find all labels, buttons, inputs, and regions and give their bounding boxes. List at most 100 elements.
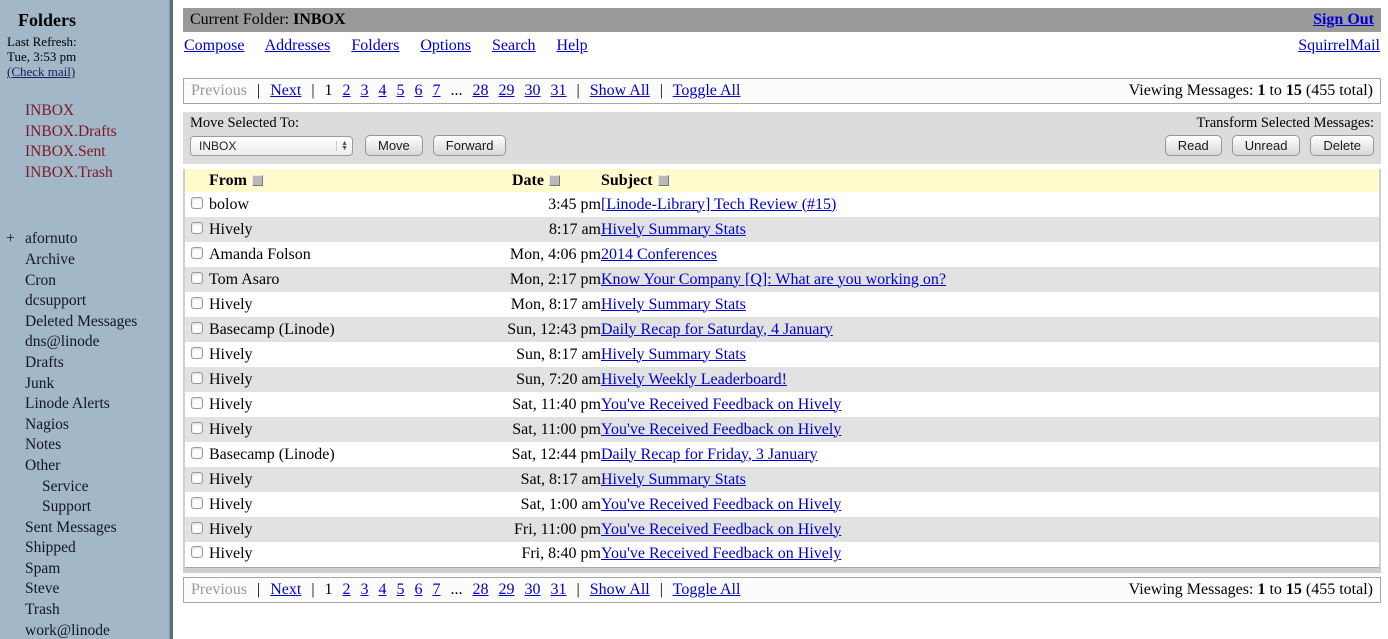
- pagination-segment[interactable]: 29: [498, 82, 515, 99]
- sidebar-folder-item[interactable]: Deleted Messages: [25, 312, 138, 330]
- row-checkbox[interactable]: [191, 221, 203, 234]
- row-checkbox[interactable]: [191, 471, 203, 484]
- message-subject-link[interactable]: You've Received Feedback on Hively: [601, 520, 842, 538]
- message-subject-link[interactable]: You've Received Feedback on Hively: [601, 420, 842, 438]
- pagination-segment[interactable]: 30: [524, 580, 541, 598]
- message-subject-link[interactable]: Daily Recap for Friday, 3 January: [601, 445, 818, 463]
- pagination-segment[interactable]: 31: [550, 580, 567, 598]
- row-checkbox[interactable]: [191, 196, 203, 209]
- sidebar-folder-item[interactable]: Archive: [25, 250, 75, 268]
- pagination-segment[interactable]: Show All: [589, 580, 650, 598]
- sidebar-folder-item[interactable]: Junk: [25, 374, 55, 392]
- forward-button[interactable]: Forward: [432, 135, 507, 156]
- row-checkbox[interactable]: [191, 521, 203, 534]
- sidebar-folder-item[interactable]: Linode Alerts: [25, 395, 110, 413]
- sort-subject-icon[interactable]: [657, 175, 669, 187]
- message-subject-link[interactable]: Hively Summary Stats: [601, 345, 746, 363]
- row-checkbox[interactable]: [191, 271, 203, 284]
- pagination-segment[interactable]: 4: [378, 580, 387, 598]
- sidebar-folder-item[interactable]: Cron: [25, 271, 56, 289]
- sidebar-folder-item[interactable]: INBOX: [25, 102, 75, 119]
- message-subject-link[interactable]: Hively Summary Stats: [601, 295, 746, 313]
- sidebar-folder-item[interactable]: Nagios: [25, 415, 69, 433]
- row-checkbox[interactable]: [191, 371, 203, 384]
- row-checkbox[interactable]: [191, 546, 203, 559]
- message-subject-link[interactable]: Hively Weekly Leaderboard!: [601, 370, 787, 388]
- sidebar-folder-item[interactable]: INBOX.Drafts: [25, 122, 117, 140]
- row-checkbox[interactable]: [191, 296, 203, 309]
- sidebar-folder-item[interactable]: Steve: [25, 580, 60, 598]
- read-button[interactable]: Read: [1164, 135, 1222, 156]
- pagination-segment[interactable]: 3: [360, 82, 369, 99]
- pagination-segment[interactable]: 2: [342, 580, 351, 598]
- nav-link[interactable]: Folders: [351, 37, 400, 54]
- pagination-segment[interactable]: 6: [414, 580, 423, 598]
- sidebar-folder-item[interactable]: dns@linode: [25, 333, 100, 351]
- message-subject-link[interactable]: Daily Recap for Saturday, 4 January: [601, 320, 833, 338]
- sidebar-folder-item[interactable]: Trash: [25, 601, 60, 619]
- pagination-segment[interactable]: 7: [432, 82, 441, 99]
- pagination-segment[interactable]: 2: [342, 82, 351, 99]
- frame-divider[interactable]: [170, 0, 173, 639]
- pagination-segment[interactable]: 31: [550, 82, 567, 99]
- sidebar-folder-item[interactable]: Service: [42, 477, 89, 495]
- sidebar-folder-item[interactable]: INBOX.Sent: [25, 143, 106, 161]
- sidebar-folder-item[interactable]: dcsupport: [25, 292, 87, 310]
- sidebar-folder-item[interactable]: Notes: [25, 436, 62, 454]
- row-checkbox[interactable]: [191, 246, 203, 259]
- row-checkbox[interactable]: [191, 346, 203, 359]
- move-button[interactable]: Move: [365, 135, 423, 156]
- sidebar-folder-item[interactable]: Shipped: [25, 539, 76, 557]
- pagination-segment[interactable]: 5: [396, 82, 405, 99]
- message-subject-link[interactable]: You've Received Feedback on Hively: [601, 395, 842, 413]
- pagination-segment[interactable]: Show All: [589, 82, 650, 99]
- nav-link[interactable]: Addresses: [264, 37, 331, 54]
- row-checkbox[interactable]: [191, 496, 203, 509]
- pagination-segment[interactable]: 28: [472, 580, 489, 598]
- sidebar-folder-item[interactable]: + afornuto: [0, 229, 169, 250]
- squirrelmail-link[interactable]: SquirrelMail: [1298, 37, 1380, 54]
- nav-link[interactable]: Search: [492, 37, 536, 54]
- sidebar-folder-item[interactable]: Spam: [25, 559, 61, 577]
- delete-button[interactable]: Delete: [1310, 135, 1374, 156]
- pagination-segment[interactable]: 6: [414, 82, 423, 99]
- pagination-segment[interactable]: 30: [524, 82, 541, 99]
- pagination-segment[interactable]: Toggle All: [672, 82, 741, 99]
- sidebar-folder-item[interactable]: Sent Messages: [25, 518, 117, 536]
- folder-select[interactable]: INBOX ▲ ▼: [190, 135, 353, 156]
- message-subject-link[interactable]: Know Your Company [Q]: What are you work…: [601, 270, 946, 288]
- message-subject-link[interactable]: 2014 Conferences: [601, 245, 717, 263]
- sort-date-icon[interactable]: [548, 175, 560, 187]
- sidebar-folder-item[interactable]: INBOX.Trash: [25, 163, 113, 181]
- pagination-segment[interactable]: 7: [432, 580, 441, 598]
- row-checkbox[interactable]: [191, 446, 203, 459]
- check-mail-link[interactable]: (Check mail): [7, 64, 76, 79]
- expand-plus-icon[interactable]: +: [6, 230, 15, 248]
- pagination-segment[interactable]: Toggle All: [672, 580, 741, 598]
- nav-link[interactable]: Options: [420, 37, 472, 54]
- row-checkbox[interactable]: [191, 396, 203, 409]
- nav-link[interactable]: Help: [556, 37, 588, 54]
- pagination-segment[interactable]: 5: [396, 580, 405, 598]
- message-subject-link[interactable]: [Linode-Library] Tech Review (#15): [601, 195, 837, 213]
- sign-out-link[interactable]: Sign Out: [1313, 11, 1374, 28]
- row-checkbox[interactable]: [191, 421, 203, 434]
- pagination-segment[interactable]: 28: [472, 82, 489, 99]
- nav-link[interactable]: Compose: [184, 37, 245, 54]
- unread-button[interactable]: Unread: [1231, 135, 1301, 156]
- pagination-segment[interactable]: 29: [498, 580, 515, 598]
- pagination-segment[interactable]: Next: [270, 82, 302, 99]
- pagination-segment[interactable]: 4: [378, 82, 387, 99]
- sidebar-folder-item[interactable]: Support: [42, 498, 92, 516]
- sort-from-icon[interactable]: [251, 175, 263, 187]
- row-checkbox[interactable]: [191, 321, 203, 334]
- pagination-segment[interactable]: Next: [270, 580, 302, 598]
- message-subject-link[interactable]: Hively Summary Stats: [601, 220, 746, 238]
- message-subject-link[interactable]: You've Received Feedback on Hively: [601, 545, 842, 563]
- message-subject-link[interactable]: Hively Summary Stats: [601, 470, 746, 488]
- sidebar-folder-item[interactable]: Other: [25, 456, 61, 474]
- sidebar-folder-item[interactable]: Drafts: [25, 353, 64, 371]
- pagination-segment[interactable]: 3: [360, 580, 369, 598]
- message-subject-link[interactable]: You've Received Feedback on Hively: [601, 495, 842, 513]
- sidebar-folder-item[interactable]: work@linode: [25, 621, 110, 639]
